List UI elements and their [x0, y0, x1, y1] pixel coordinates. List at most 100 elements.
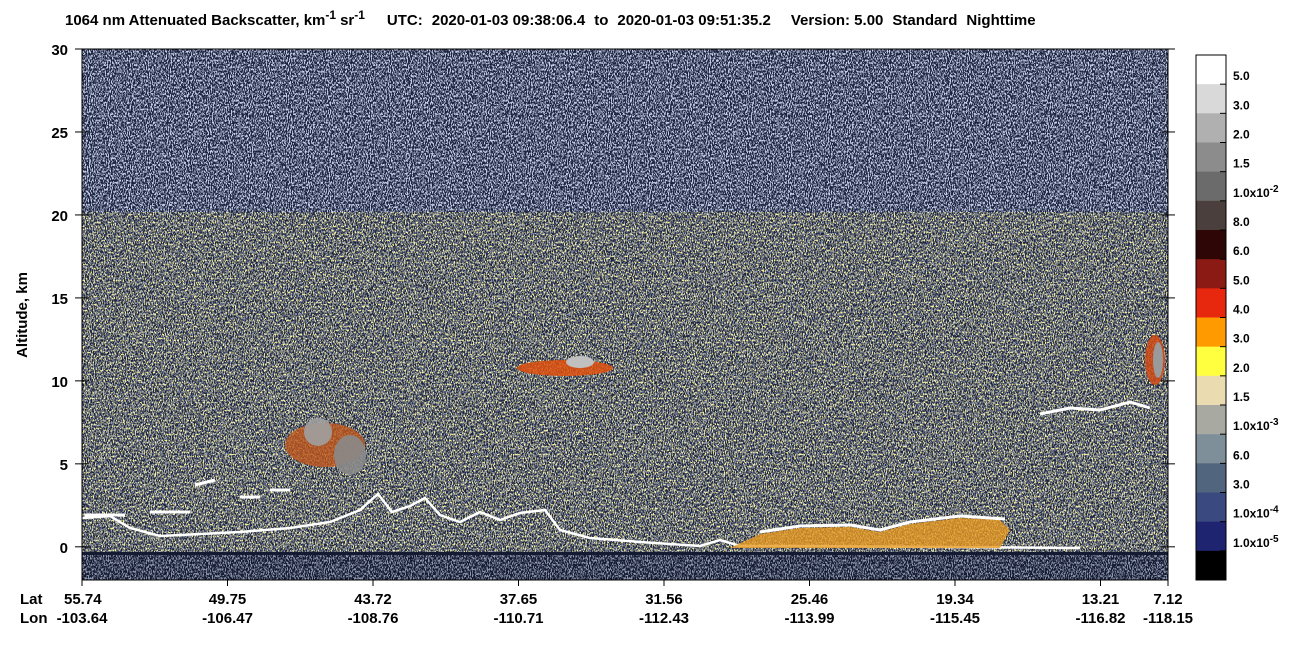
lon-label: -112.43 [639, 610, 689, 627]
colorbar-swatch [1196, 434, 1226, 464]
lat-label: 43.72 [354, 591, 392, 608]
plot-frame [81, 48, 1169, 581]
y-tick-label: 5 [60, 457, 68, 474]
x-row-label: Lon [20, 610, 48, 627]
colorbar-label-text: 1.0x10 [1233, 419, 1270, 433]
y-tick-label: 25 [51, 125, 68, 142]
lon-label: -113.99 [784, 610, 834, 627]
title-exponent: -1 [325, 8, 336, 22]
lon-label: -106.47 [202, 610, 253, 627]
x-row-label: Lat [20, 591, 43, 608]
colorbar-swatch [1196, 375, 1226, 406]
y-axis-label: Altitude, km [14, 272, 31, 358]
colorbar-label: 6.0 [1233, 448, 1250, 462]
lat-label: 25.46 [791, 591, 829, 608]
colorbar-label: 1.5 [1233, 157, 1250, 171]
colorbar-swatch [1196, 492, 1226, 523]
y-tick-label: 30 [51, 42, 68, 59]
colorbar-label: 1.0x10-3 [1233, 417, 1279, 433]
time-separator: to [594, 12, 608, 29]
colorbar-label: 5.0 [1233, 69, 1250, 83]
lon-label: -118.15 [1143, 610, 1193, 627]
colorbar-label-text: 4.0 [1233, 303, 1250, 317]
y-tick-label: 0 [60, 540, 68, 557]
colorbar-swatch [1196, 230, 1226, 260]
lat-label: 13.21 [1082, 591, 1120, 608]
title-text: sr [340, 12, 354, 29]
colorbar-label: 3.0 [1233, 332, 1250, 346]
colorbar-label: 6.0 [1233, 244, 1250, 258]
colorbar-label-text: 2.0 [1233, 361, 1250, 375]
colorbar-swatch [1196, 346, 1226, 377]
colorbar: 5.03.02.01.51.0x10-28.06.05.04.03.02.01.… [1195, 54, 1279, 581]
colorbar-label-text: 8.0 [1233, 215, 1250, 229]
lon-label: -116.82 [1075, 610, 1125, 627]
colorbar-swatch [1196, 550, 1226, 581]
lat-label: 19.34 [936, 591, 974, 608]
colorbar-swatch [1196, 317, 1226, 348]
colorbar-label: 2.0 [1233, 361, 1250, 375]
lon-label: -110.71 [493, 610, 543, 627]
colorbar-label: 1.0x10-4 [1233, 505, 1279, 521]
colorbar-swatch [1196, 113, 1226, 143]
colorbar-swatch [1196, 200, 1226, 231]
colorbar-label-exponent: -5 [1270, 534, 1279, 545]
colorbar-swatch [1196, 463, 1226, 493]
colorbar-swatch [1196, 171, 1226, 202]
end-time: 2020-01-03 09:51:35.2 [617, 12, 770, 29]
colorbar-label-text: 1.5 [1233, 157, 1250, 171]
colorbar-label: 4.0 [1233, 303, 1250, 317]
backscatter-image [82, 49, 1168, 580]
colorbar-swatch [1196, 84, 1226, 114]
colorbar-label-text: 6.0 [1233, 244, 1250, 258]
colorbar-label: 1.0x10-2 [1233, 184, 1279, 200]
colorbar-label-text: 1.0x10 [1233, 507, 1270, 521]
y-tick-label: 10 [51, 374, 68, 391]
lat-label: 37.65 [500, 591, 538, 608]
axes: 0 5 10 15 20 25 30 Lat Lon 55.74 -103.64 49.75 -106.… [20, 42, 1193, 627]
colorbar-label-exponent: -3 [1270, 417, 1279, 428]
chart-title: 1064 nm Attenuated Backscatter, km-1 sr-1… [65, 8, 1036, 29]
colorbar-label: 5.0 [1233, 273, 1250, 287]
version: Version: 5.00 [791, 12, 884, 29]
lon-label: -108.76 [348, 610, 399, 627]
lat-label: 31.56 [645, 591, 683, 608]
colorbar-label: 3.0 [1233, 98, 1250, 112]
colorbar-label: 8.0 [1233, 215, 1250, 229]
colorbar-label-text: 3.0 [1233, 98, 1250, 112]
lat-label: 49.75 [209, 591, 247, 608]
y-tick-label: 20 [51, 208, 68, 225]
colorbar-label-text: 3.0 [1233, 332, 1250, 346]
colorbar-label-text: 6.0 [1233, 448, 1250, 462]
product: Standard [892, 12, 957, 29]
colorbar-label-exponent: -2 [1270, 184, 1279, 195]
colorbar-label: 1.0x10-5 [1233, 534, 1279, 550]
colorbar-swatch [1196, 405, 1226, 435]
lat-label: 7.12 [1153, 591, 1182, 608]
colorbar-label-text: 5.0 [1233, 69, 1250, 83]
colorbar-swatch [1196, 521, 1226, 552]
lon-label: -103.64 [57, 610, 109, 627]
lon-label: -115.45 [930, 610, 980, 627]
colorbar-label-text: 1.0x10 [1233, 186, 1270, 200]
time-label: UTC: [387, 12, 423, 29]
colorbar-swatch [1196, 259, 1226, 289]
colorbar-label: 1.5 [1233, 390, 1250, 404]
title-text: 1064 nm Attenuated Backscatter, km [65, 12, 325, 29]
colorbar-label-exponent: -4 [1270, 505, 1279, 516]
colorbar-label: 3.0 [1233, 478, 1250, 492]
start-time: 2020-01-03 09:38:06.4 [432, 12, 586, 29]
colorbar-label: 2.0 [1233, 128, 1250, 142]
colorbar-swatch [1196, 288, 1226, 318]
colorbar-label-text: 1.5 [1233, 390, 1250, 404]
colorbar-swatch [1196, 142, 1226, 173]
colorbar-label-text: 3.0 [1233, 478, 1250, 492]
colorbar-label-text: 2.0 [1233, 128, 1250, 142]
y-tick-label: 15 [51, 291, 68, 308]
lighting: Nighttime [966, 12, 1035, 29]
colorbar-label-text: 1.0x10 [1233, 536, 1270, 550]
title-exponent: -1 [354, 8, 365, 22]
colorbar-swatch [1196, 55, 1226, 85]
